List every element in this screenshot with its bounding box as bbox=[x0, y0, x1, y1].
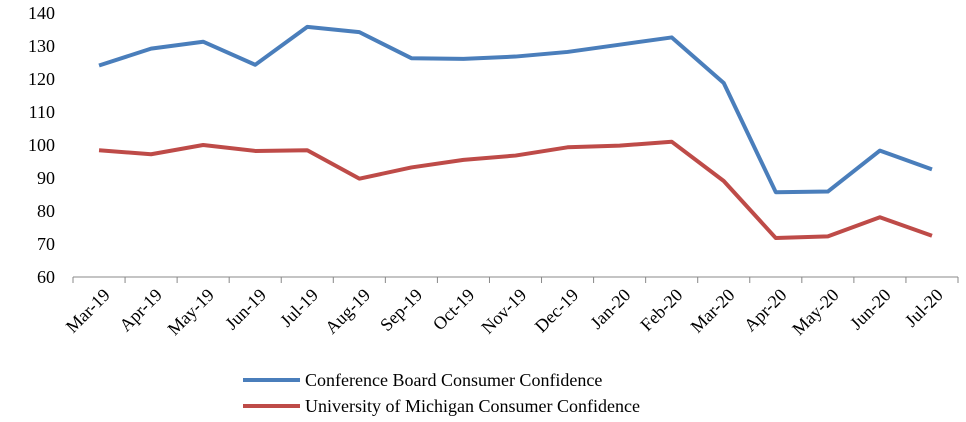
x-tick-label: Dec-19 bbox=[531, 285, 583, 337]
y-tick-label: 90 bbox=[37, 168, 55, 188]
y-tick-label: 110 bbox=[29, 102, 55, 122]
series-line bbox=[98, 24, 933, 195]
x-tick-label: Jul-20 bbox=[901, 285, 947, 331]
legend-label: University of Michigan Consumer Confiden… bbox=[305, 396, 640, 416]
y-tick-label: 120 bbox=[28, 69, 55, 89]
x-tick-label: Jan-20 bbox=[586, 285, 634, 333]
y-tick-label: 100 bbox=[28, 135, 55, 155]
legend-label: Conference Board Consumer Confidence bbox=[305, 370, 602, 390]
x-tick-label: May-19 bbox=[164, 285, 218, 339]
x-tick-label: Aug-19 bbox=[321, 285, 374, 338]
y-tick-label: 70 bbox=[37, 234, 55, 254]
x-tick-label: Nov-19 bbox=[477, 285, 530, 338]
x-tick-label: Jun-19 bbox=[221, 285, 270, 334]
x-tick-label: Mar-19 bbox=[62, 285, 114, 337]
x-tick-label: Sep-19 bbox=[376, 285, 426, 335]
y-tick-label: 80 bbox=[37, 201, 55, 221]
x-tick-label: Jun-20 bbox=[846, 285, 895, 334]
x-tick-label: Mar-20 bbox=[687, 285, 739, 337]
x-tick-label: Jul-19 bbox=[276, 285, 322, 331]
x-tick-label: Feb-20 bbox=[636, 285, 686, 335]
series-line bbox=[98, 139, 933, 241]
x-tick-label: Apr-20 bbox=[740, 285, 791, 336]
y-tick-label: 60 bbox=[37, 267, 55, 287]
y-tick-label: 130 bbox=[28, 36, 55, 56]
y-tick-label: 140 bbox=[28, 3, 55, 23]
x-tick-label: Apr-19 bbox=[115, 285, 166, 336]
x-tick-label: Oct-19 bbox=[429, 285, 478, 334]
x-tick-label: May-20 bbox=[788, 285, 842, 339]
